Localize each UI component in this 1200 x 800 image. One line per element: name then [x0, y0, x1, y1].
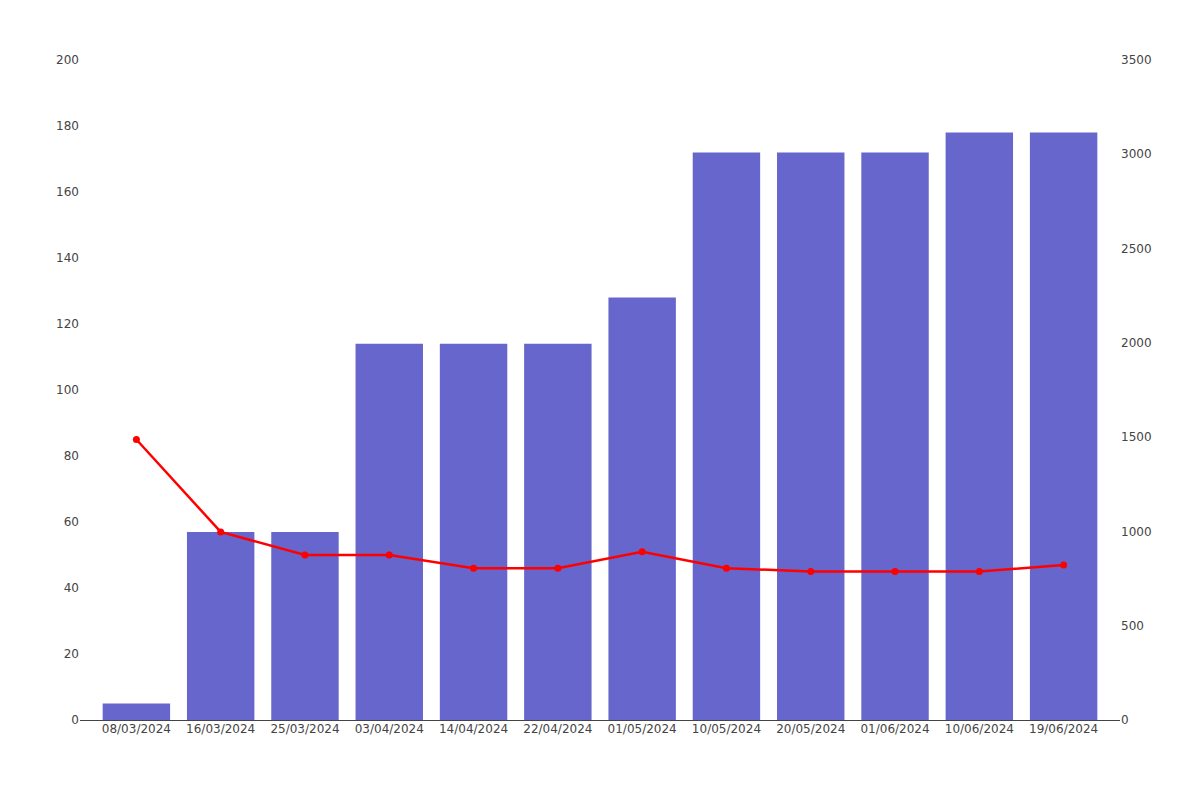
svg-text:80: 80 — [64, 449, 79, 463]
svg-text:01/05/2024: 01/05/2024 — [608, 722, 677, 736]
svg-text:20: 20 — [64, 647, 79, 661]
svg-text:1000: 1000 — [1121, 525, 1152, 539]
svg-text:100: 100 — [56, 383, 79, 397]
svg-text:10/05/2024: 10/05/2024 — [692, 722, 761, 736]
svg-text:25/03/2024: 25/03/2024 — [270, 722, 339, 736]
svg-text:140: 140 — [56, 251, 79, 265]
svg-text:14/04/2024: 14/04/2024 — [439, 722, 508, 736]
svg-text:01/06/2024: 01/06/2024 — [860, 722, 929, 736]
svg-text:160: 160 — [56, 185, 79, 199]
svg-text:22/04/2024: 22/04/2024 — [523, 722, 592, 736]
svg-text:2000: 2000 — [1121, 336, 1152, 350]
svg-text:20/05/2024: 20/05/2024 — [776, 722, 845, 736]
svg-text:19/06/2024: 19/06/2024 — [1029, 722, 1098, 736]
svg-text:16/03/2024: 16/03/2024 — [186, 722, 255, 736]
svg-text:60: 60 — [64, 515, 79, 529]
svg-text:1500: 1500 — [1121, 430, 1152, 444]
svg-text:2500: 2500 — [1121, 242, 1152, 256]
svg-text:180: 180 — [56, 119, 79, 133]
svg-text:40: 40 — [64, 581, 79, 595]
svg-text:03/04/2024: 03/04/2024 — [355, 722, 424, 736]
svg-text:0: 0 — [71, 713, 79, 727]
svg-text:0: 0 — [1121, 713, 1129, 727]
svg-text:200: 200 — [56, 53, 79, 67]
svg-text:08/03/2024: 08/03/2024 — [102, 722, 171, 736]
svg-text:3000: 3000 — [1121, 147, 1152, 161]
svg-text:3500: 3500 — [1121, 53, 1152, 67]
svg-text:10/06/2024: 10/06/2024 — [945, 722, 1014, 736]
svg-text:120: 120 — [56, 317, 79, 331]
svg-text:500: 500 — [1121, 619, 1144, 633]
